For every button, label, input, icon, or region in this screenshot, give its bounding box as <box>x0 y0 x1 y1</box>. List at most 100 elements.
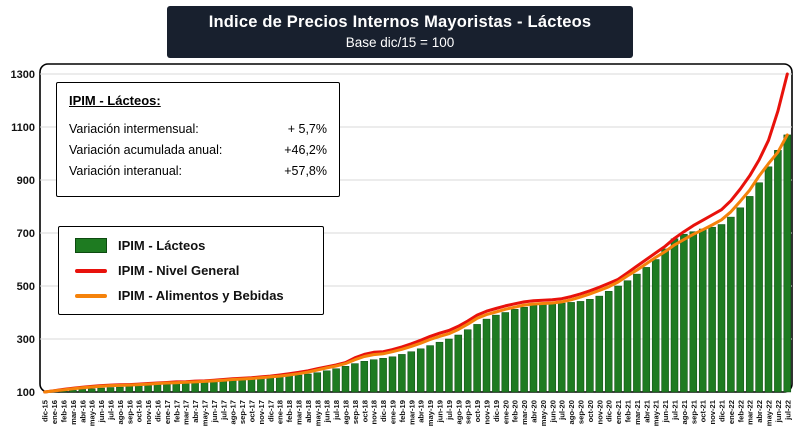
x-axis-label: jun-19 <box>436 400 445 423</box>
x-axis-label: oct-17 <box>248 400 257 422</box>
bar-ipim-lacteos <box>501 312 510 393</box>
bar-ipim-lacteos <box>567 302 575 393</box>
bar-ipim-lacteos <box>87 388 96 393</box>
bar-ipim-lacteos <box>106 387 115 393</box>
x-axis-label: jun-20 <box>548 400 557 423</box>
annotation-label: Variación intermensual: <box>69 122 199 136</box>
bar-ipim-lacteos <box>698 228 707 393</box>
x-axis-label: ago-16 <box>116 400 125 424</box>
x-axis-label: jul-20 <box>558 400 567 421</box>
x-axis-label: abr-20 <box>530 400 539 423</box>
bar-ipim-lacteos <box>351 363 359 393</box>
x-axis-label: dic-17 <box>266 400 275 422</box>
y-axis-label: 300 <box>17 334 35 346</box>
bar-ipim-lacteos <box>163 384 171 393</box>
x-axis-label: abr-17 <box>191 400 200 423</box>
bar-ipim-lacteos <box>97 387 105 393</box>
line-ipim-alimentos-y-bebidas <box>43 133 789 394</box>
x-axis-label: may-17 <box>201 400 210 426</box>
bar-ipim-lacteos <box>275 376 284 393</box>
x-axis-label: oct-16 <box>135 400 144 422</box>
x-axis-label: nov-20 <box>595 400 604 424</box>
bar-ipim-lacteos <box>78 389 87 393</box>
bar-ipim-lacteos <box>388 356 397 393</box>
bar-ipim-lacteos <box>144 385 152 393</box>
x-axis-label: oct-18 <box>360 400 369 422</box>
y-axis-label: 500 <box>17 281 35 293</box>
bar-ipim-lacteos <box>557 302 566 393</box>
bar-ipim-lacteos <box>604 291 613 393</box>
x-axis-label: abr-19 <box>417 400 426 423</box>
bar-ipim-lacteos <box>266 377 275 393</box>
bar-ipim-lacteos <box>642 267 651 393</box>
x-axis-label: jun-21 <box>661 399 670 423</box>
bar-ipim-lacteos <box>294 374 303 393</box>
bar-ipim-lacteos <box>633 273 641 393</box>
legend-item-label: IPIM - Nivel General <box>118 263 240 278</box>
annotation-value: +57,8% <box>284 164 327 178</box>
bar-ipim-lacteos <box>745 196 754 393</box>
x-axis-label: jul-19 <box>445 400 454 421</box>
x-axis-label: sep-19 <box>464 400 473 424</box>
bar-ipim-lacteos <box>247 378 256 393</box>
x-axis-label: feb-21 <box>624 399 633 422</box>
x-axis-label: jun-22 <box>774 400 783 423</box>
x-axis-label: jul-18 <box>332 400 341 421</box>
annotation-label: Variación interanual: <box>69 164 183 178</box>
x-axis-label: feb-19 <box>398 400 407 422</box>
x-axis-label: ene-21 <box>614 399 623 424</box>
x-axis-label: feb-22 <box>736 400 745 422</box>
y-axis-label: 100 <box>17 387 35 399</box>
bar-ipim-lacteos <box>520 306 528 393</box>
bar-ipim-lacteos <box>313 372 322 393</box>
bar-ipim-lacteos <box>708 226 716 393</box>
bar-ipim-lacteos <box>510 309 519 393</box>
x-axis-label: abr-21 <box>642 399 651 423</box>
bar-ipim-lacteos <box>539 303 547 393</box>
x-axis-label: may-22 <box>765 400 774 426</box>
x-axis-label: nov-17 <box>257 400 266 424</box>
title-banner: Indice de Precios Internos Mayoristas - … <box>167 6 633 58</box>
y-axis-label: 1100 <box>11 122 35 134</box>
x-axis-label: jun-18 <box>323 400 332 423</box>
x-axis-label: ene-18 <box>276 400 285 424</box>
bar-ipim-lacteos <box>482 318 491 393</box>
annotation-value: +46,2% <box>284 143 327 157</box>
legend-item-label: IPIM - Alimentos y Bebidas <box>118 288 284 303</box>
x-axis-label: ene-16 <box>50 400 59 424</box>
annotation-label: Variación acumulada anual: <box>69 143 223 157</box>
bar-ipim-lacteos <box>736 207 745 393</box>
bar-ipim-lacteos <box>529 304 538 393</box>
bar-ipim-lacteos <box>360 361 369 393</box>
bar-ipim-lacteos <box>661 248 669 393</box>
x-axis-label: jul-21 <box>671 399 680 421</box>
x-axis-label: dic-16 <box>154 400 163 422</box>
x-axis-label: may-19 <box>426 400 435 426</box>
x-axis-label: jun-17 <box>210 400 219 423</box>
bar-ipim-lacteos <box>416 348 425 393</box>
legend: IPIM - Lácteos IPIM - Nivel General IPIM -… <box>58 226 324 315</box>
bar-ipim-lacteos <box>304 373 312 393</box>
bar-ipim-lacteos <box>689 231 698 393</box>
chart-subtitle: Base dic/15 = 100 <box>345 35 455 50</box>
bar-ipim-lacteos <box>680 234 688 393</box>
x-axis-label: mar-19 <box>407 400 416 425</box>
legend-item: IPIM - Alimentos y Bebidas <box>75 288 307 303</box>
bar-ipim-lacteos <box>379 358 387 393</box>
x-axis-label: dic-20 <box>605 400 614 422</box>
x-axis-label: ago-21 <box>680 399 689 424</box>
bar-ipim-lacteos <box>783 134 792 393</box>
bar-ipim-lacteos <box>454 334 463 393</box>
bar-ipim-lacteos <box>774 150 782 393</box>
bar-ipim-lacteos <box>473 324 481 393</box>
x-axis-label: sep-21 <box>689 399 698 424</box>
bar-ipim-lacteos <box>238 379 246 393</box>
x-axis-label: jul-17 <box>219 400 228 421</box>
bar-ipim-lacteos <box>492 314 500 393</box>
x-axis-label: ago-19 <box>454 400 463 424</box>
legend-swatch-line-icon <box>75 268 107 273</box>
x-axis-label: dic-18 <box>379 400 388 422</box>
bar-ipim-lacteos <box>116 386 124 393</box>
bar-ipim-lacteos <box>153 384 162 393</box>
